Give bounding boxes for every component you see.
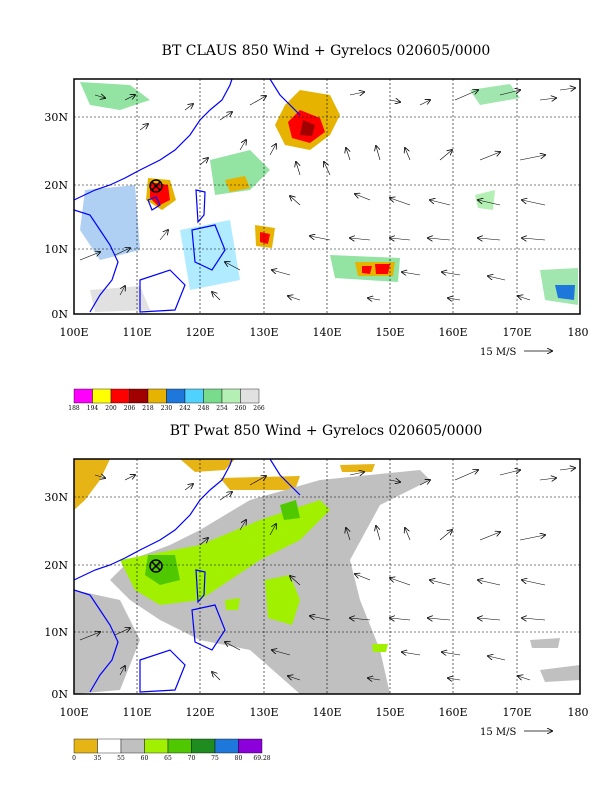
colorbar-label: 35 xyxy=(94,755,102,762)
colorbar-label: 254 xyxy=(216,405,228,412)
wind-vectors-2 xyxy=(79,468,575,680)
colorbar-swatch xyxy=(191,738,216,754)
colorbar-swatch xyxy=(97,738,122,754)
lon-label: 140E xyxy=(312,326,341,339)
colorbar-swatch xyxy=(129,388,149,404)
colorbar-label: 69.28 xyxy=(253,755,270,762)
lon-labels-2: 100E 110E 120E 130E 140E 150E 160E 170E … xyxy=(59,706,588,719)
lon-label: 110E xyxy=(122,326,151,339)
colorbar-label: 230 xyxy=(161,405,173,412)
colorbar-swatch xyxy=(73,388,93,404)
lat-label: 10N xyxy=(44,243,68,256)
wind-vectors xyxy=(79,88,575,300)
colorbar-label: 200 xyxy=(105,405,117,412)
colorbar-label: 70 xyxy=(188,755,196,762)
colorbar-swatch xyxy=(120,738,145,754)
panel-2-title: BT Pwat 850 Wind + Gyrelocs 020605/0000 xyxy=(170,423,483,439)
lon-label: 170E xyxy=(502,326,531,339)
lon-label: 180 xyxy=(568,326,589,339)
lon-label: 120E xyxy=(185,326,214,339)
lon-label: 180 xyxy=(568,706,589,719)
colorbar-1: 188 194 200 206 218 230 242 248 254 260 266 xyxy=(68,388,265,412)
colorbar-swatch xyxy=(166,388,186,404)
colorbar-swatch xyxy=(221,388,241,404)
map-frame-1 xyxy=(73,78,581,315)
lon-label: 100E xyxy=(59,706,88,719)
colorbar-swatch xyxy=(144,738,169,754)
colorbar-swatch xyxy=(203,388,223,404)
lon-label: 110E xyxy=(122,706,151,719)
lat-label: 0N xyxy=(51,688,68,701)
lon-label: 100E xyxy=(59,326,88,339)
lon-label: 160E xyxy=(438,326,467,339)
gridlines-1 xyxy=(74,79,580,314)
lat-label: 30N xyxy=(44,491,68,504)
panel-pwat: BT Pwat 850 Wind + Gyrelocs 020605/0000 xyxy=(44,423,588,762)
colorbar-label: 206 xyxy=(124,405,136,412)
lon-label: 120E xyxy=(185,706,214,719)
ref-vector-label: 15 M/S xyxy=(480,727,517,738)
colorbar-label: 188 xyxy=(68,405,80,412)
colorbar-swatch xyxy=(214,738,239,754)
colorbar-swatch xyxy=(147,388,167,404)
colorbar-swatch xyxy=(238,738,263,754)
panel-1-title: BT CLAUS 850 Wind + Gyrelocs 020605/0000 xyxy=(162,43,491,59)
colorbar-label: 0 xyxy=(72,755,76,762)
reference-vector-2: 15 M/S xyxy=(480,727,552,738)
lon-label: 140E xyxy=(312,706,341,719)
lat-label: 0N xyxy=(51,308,68,321)
map-frame-2 xyxy=(73,458,581,695)
colorbar-label: 80 xyxy=(235,755,243,762)
lon-label: 130E xyxy=(249,326,278,339)
lat-labels-1: 30N 20N 10N 0N xyxy=(44,111,68,321)
gyre-location-marker xyxy=(149,559,163,573)
lat-label: 30N xyxy=(44,111,68,124)
lat-label: 10N xyxy=(44,626,68,639)
lon-label: 150E xyxy=(375,326,404,339)
colorbar-label: 60 xyxy=(141,755,149,762)
gyre-location-marker xyxy=(149,179,163,193)
colorbar-swatch xyxy=(167,738,192,754)
colorbar-swatch xyxy=(240,388,260,404)
colorbar-swatch xyxy=(73,738,98,754)
lat-labels-2: 30N 20N 10N 0N xyxy=(44,491,68,701)
lon-label: 170E xyxy=(502,706,531,719)
colorbar-label: 242 xyxy=(179,405,191,412)
lon-label: 150E xyxy=(375,706,404,719)
colorbar-swatch xyxy=(110,388,130,404)
map-area-1 xyxy=(74,79,578,313)
colorbar-swatch xyxy=(184,388,204,404)
colorbar-label: 55 xyxy=(117,755,125,762)
colorbar-swatch xyxy=(92,388,112,404)
cloud-shading xyxy=(80,82,578,312)
colorbar-label: 218 xyxy=(142,405,154,412)
lon-label: 160E xyxy=(438,706,467,719)
colorbar-label: 65 xyxy=(164,755,172,762)
lat-label: 20N xyxy=(44,179,68,192)
colorbar-2: 0 35 55 60 65 70 75 80 69.28 xyxy=(72,738,271,762)
lon-label: 130E xyxy=(249,706,278,719)
colorbar-label: 260 xyxy=(235,405,247,412)
colorbar-label: 194 xyxy=(87,405,99,412)
pwat-shading xyxy=(74,459,580,694)
colorbar-label: 248 xyxy=(198,405,210,412)
panel-claus: BT CLAUS 850 Wind + Gyrelocs 020605/0000 xyxy=(44,43,588,412)
reference-vector-1: 15 M/S xyxy=(480,347,552,358)
gridlines-2 xyxy=(74,459,580,694)
ref-vector-label: 15 M/S xyxy=(480,347,517,358)
colorbar-label: 266 xyxy=(253,405,265,412)
lon-labels-1: 100E 110E 120E 130E 140E 150E 160E 170E … xyxy=(59,326,588,339)
lat-label: 20N xyxy=(44,559,68,572)
colorbar-label: 75 xyxy=(211,755,219,762)
